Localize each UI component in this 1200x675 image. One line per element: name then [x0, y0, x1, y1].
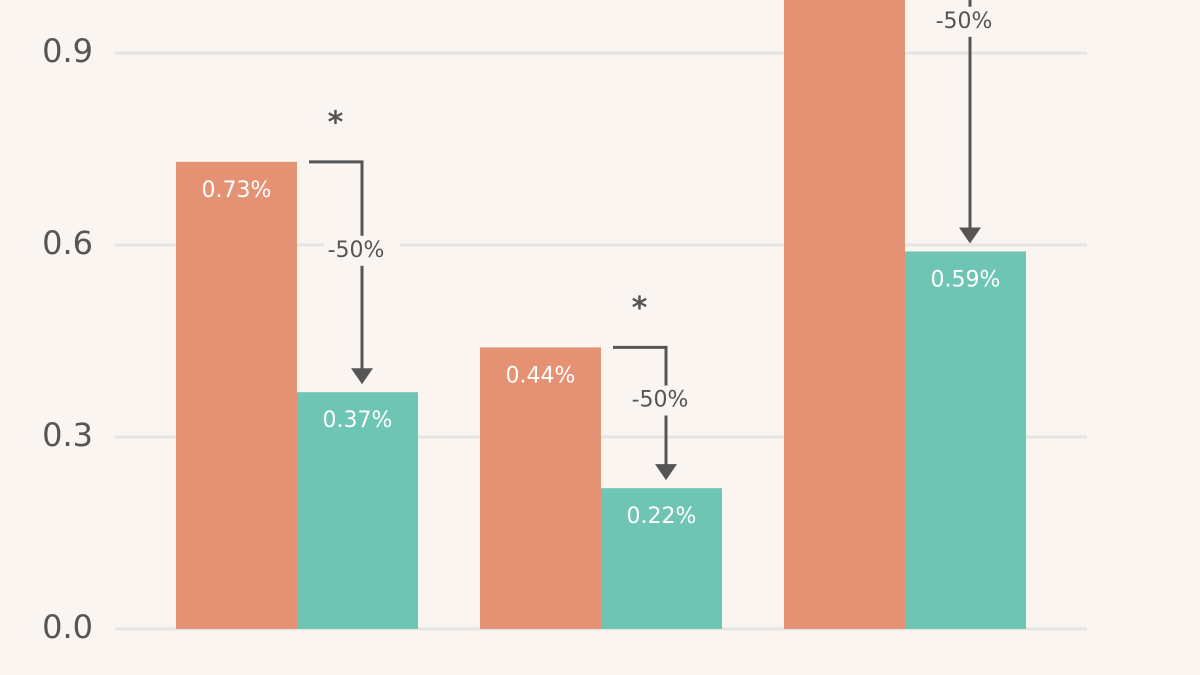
bar [297, 392, 418, 629]
value-label: 0.22% [627, 504, 697, 529]
annotation: -50% [936, 9, 993, 34]
y-tick-label: 0.6 [42, 224, 93, 262]
bar [480, 347, 601, 629]
annotation-bg [628, 385, 704, 416]
arrowhead [655, 464, 677, 481]
value-label: 0.44% [506, 363, 576, 388]
significance-star: * [328, 105, 344, 140]
bar [176, 161, 297, 629]
y-tick-label: 0.0 [42, 608, 93, 646]
annotation: -50% [328, 238, 385, 263]
bar [601, 488, 722, 629]
y-tick-label: 0.3 [42, 416, 93, 454]
arrowhead [959, 227, 981, 244]
bar [784, 0, 905, 629]
bar [905, 251, 1026, 629]
bracket-arrow [309, 160, 364, 371]
value-label: 0.37% [323, 408, 393, 433]
annotation: -50% [632, 388, 689, 413]
significance-star: * [632, 291, 648, 326]
annotation-bg [932, 6, 1008, 37]
arrowhead [351, 368, 373, 385]
bracket-arrow [968, 0, 972, 230]
value-label: 0.59% [931, 267, 1001, 292]
value-label: 0.73% [202, 178, 272, 203]
annotation-bg [324, 235, 400, 266]
y-tick-label: 0.9 [42, 32, 93, 70]
bracket-arrow [613, 345, 668, 467]
